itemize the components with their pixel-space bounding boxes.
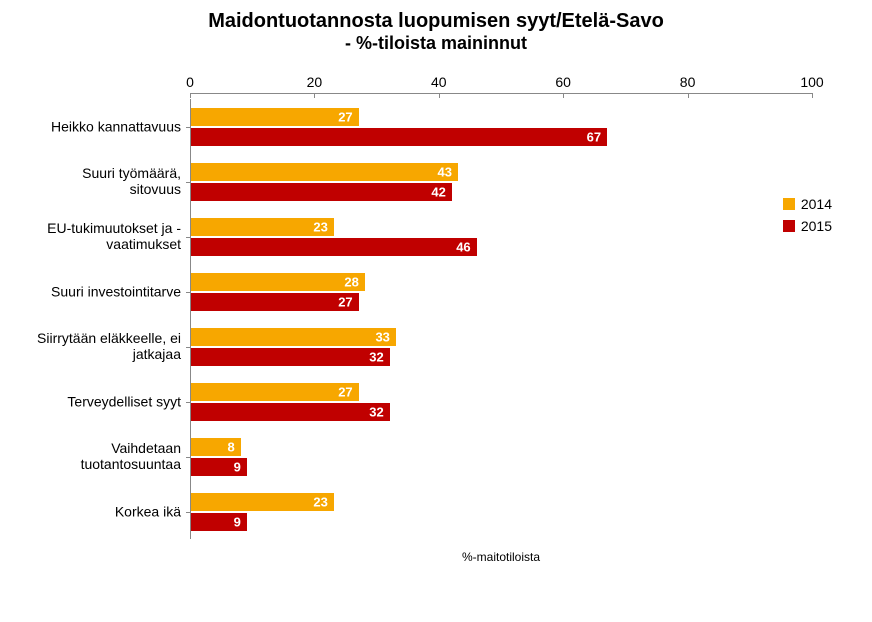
legend-swatch — [783, 198, 795, 210]
bar-value: 23 — [313, 494, 327, 509]
bar-value: 46 — [456, 239, 470, 254]
category-group: Suuri työmäärä, sitovuus4342 — [191, 154, 812, 209]
bar-value: 32 — [369, 404, 383, 419]
bar-2014: 33 — [191, 328, 396, 346]
bar-value: 28 — [344, 274, 358, 289]
bar-2015: 9 — [191, 458, 247, 476]
bar-2015: 9 — [191, 513, 247, 531]
bar-2014: 28 — [191, 273, 365, 291]
x-axis: 020406080100 — [190, 74, 812, 94]
bars-area: Heikko kannattavuus2767Suuri työmäärä, s… — [190, 99, 812, 539]
bar-value: 43 — [438, 164, 452, 179]
category-label: Korkea ikä — [31, 503, 191, 520]
x-tick-label: 60 — [555, 74, 571, 90]
bar-2015: 67 — [191, 128, 607, 146]
category-group: Korkea ikä239 — [191, 484, 812, 539]
plot-area: 020406080100 Heikko kannattavuus2767Suur… — [190, 74, 812, 564]
bar-2015: 42 — [191, 183, 452, 201]
x-tick-mark — [439, 93, 440, 98]
chart-subtitle: - %-tiloista maininnut — [30, 33, 842, 54]
category-label: Suuri työmäärä, sitovuus — [31, 165, 191, 199]
title-block: Maidontuotannosta luopumisen syyt/Etelä-… — [30, 10, 842, 54]
category-label: Vaihdetaan tuotantosuuntaa — [31, 440, 191, 474]
x-tick-mark — [190, 93, 191, 98]
category-label: Heikko kannattavuus — [31, 118, 191, 135]
bar-value: 27 — [338, 384, 352, 399]
category-group: Terveydelliset syyt2732 — [191, 374, 812, 429]
bar-value: 42 — [431, 184, 445, 199]
bar-2015: 32 — [191, 348, 390, 366]
chart-container: Maidontuotannosta luopumisen syyt/Etelä-… — [0, 0, 872, 622]
category-label: EU-tukimuutokset ja -vaatimukset — [31, 220, 191, 254]
category-label: Terveydelliset syyt — [31, 393, 191, 410]
category-group: Suuri investointitarve2827 — [191, 264, 812, 319]
x-tick-label: 100 — [800, 74, 823, 90]
category-group: Siirrytään eläkkeelle, ei jatkajaa3332 — [191, 319, 812, 374]
x-axis-label: %-maitotiloista — [190, 550, 812, 564]
chart-title: Maidontuotannosta luopumisen syyt/Etelä-… — [30, 10, 842, 33]
x-tick-mark — [688, 93, 689, 98]
category-group: EU-tukimuutokset ja -vaatimukset2346 — [191, 209, 812, 264]
bar-value: 8 — [227, 439, 234, 454]
legend: 2014 2015 — [783, 190, 832, 240]
legend-label: 2014 — [801, 196, 832, 212]
bar-value: 27 — [338, 109, 352, 124]
bar-2015: 32 — [191, 403, 390, 421]
x-tick-label: 80 — [680, 74, 696, 90]
category-group: Heikko kannattavuus2767 — [191, 99, 812, 154]
bar-2014: 8 — [191, 438, 241, 456]
bar-value: 23 — [313, 219, 327, 234]
category-group: Vaihdetaan tuotantosuuntaa89 — [191, 429, 812, 484]
legend-swatch — [783, 220, 795, 232]
bar-2015: 46 — [191, 238, 477, 256]
bar-value: 9 — [234, 459, 241, 474]
x-tick-label: 20 — [307, 74, 323, 90]
bar-2014: 23 — [191, 493, 334, 511]
x-tick-label: 0 — [186, 74, 194, 90]
bar-value: 32 — [369, 349, 383, 364]
legend-label: 2015 — [801, 218, 832, 234]
legend-item: 2015 — [783, 218, 832, 234]
category-label: Suuri investointitarve — [31, 283, 191, 300]
bar-value: 33 — [375, 329, 389, 344]
category-label: Siirrytään eläkkeelle, ei jatkajaa — [31, 330, 191, 364]
bar-2014: 43 — [191, 163, 458, 181]
bar-2014: 23 — [191, 218, 334, 236]
bar-value: 27 — [338, 294, 352, 309]
bar-value: 67 — [587, 129, 601, 144]
bar-2015: 27 — [191, 293, 359, 311]
x-tick-mark — [812, 93, 813, 98]
bar-value: 9 — [234, 514, 241, 529]
x-tick-mark — [314, 93, 315, 98]
x-tick-label: 40 — [431, 74, 447, 90]
bar-2014: 27 — [191, 108, 359, 126]
bar-2014: 27 — [191, 383, 359, 401]
legend-item: 2014 — [783, 196, 832, 212]
x-tick-mark — [563, 93, 564, 98]
